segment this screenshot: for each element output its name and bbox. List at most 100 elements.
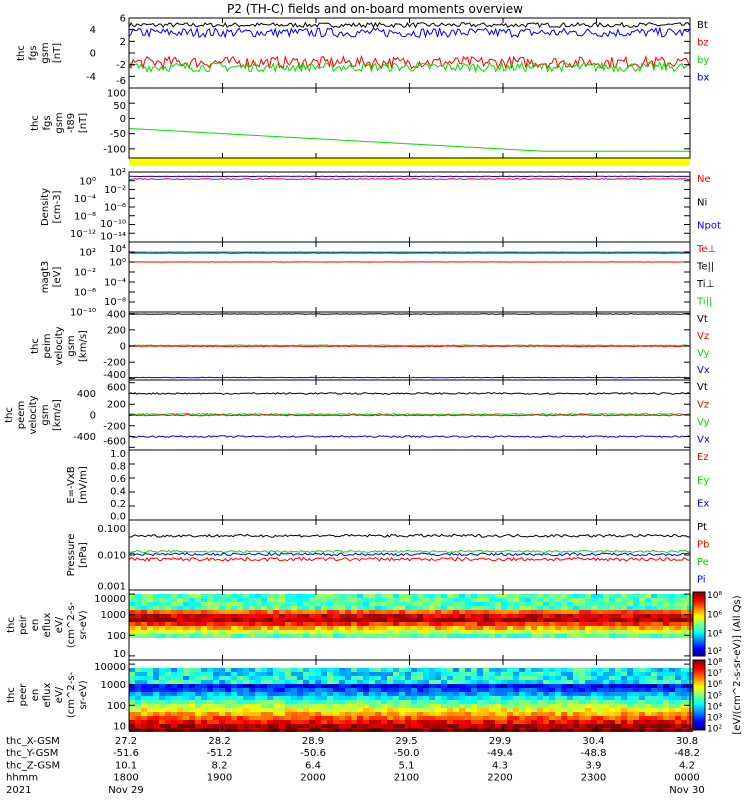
- spectrogram-cell: [681, 594, 687, 598]
- spectrogram-cell: [633, 614, 639, 618]
- spectrogram-cell: [165, 622, 171, 626]
- spectrogram-cell: [213, 668, 219, 672]
- panel-frame: [128, 171, 691, 243]
- spectrogram-cell: [501, 610, 507, 614]
- y-tick-label: 600: [107, 382, 126, 393]
- spectrogram-cell: [483, 618, 489, 622]
- spectrogram-cell: [279, 704, 285, 708]
- spectrogram-cell: [657, 614, 663, 618]
- spectrogram-cell: [591, 676, 597, 680]
- spectrogram-cell: [147, 614, 153, 618]
- spectrogram-cell: [471, 720, 477, 724]
- spectrogram-cell: [651, 614, 657, 618]
- spectrogram-cell: [147, 712, 153, 716]
- spectrogram-cell: [459, 594, 465, 598]
- spectrogram-cell: [501, 598, 507, 602]
- spectrogram-cell: [543, 684, 549, 688]
- spectrogram-cell: [531, 614, 537, 618]
- spectrogram-cell: [339, 668, 345, 672]
- spectrogram-cell: [513, 724, 519, 728]
- y-tick-label: 0.0: [110, 511, 126, 522]
- spectrogram-cell: [549, 684, 555, 688]
- colorbar-cell: [693, 652, 705, 654]
- spectrogram-cell: [471, 618, 477, 622]
- spectrogram-cell: [495, 684, 501, 688]
- colorbar-cell: [693, 704, 705, 706]
- spectrogram-cell: [591, 630, 597, 634]
- spectrogram-cell: [147, 676, 153, 680]
- spectrogram-cell: [315, 700, 321, 704]
- spectrogram-cell: [465, 602, 471, 606]
- spectrogram-cell: [207, 610, 213, 614]
- spectrogram-cell: [675, 724, 681, 728]
- spectrogram-cell: [567, 708, 573, 712]
- spectrogram-cell: [249, 614, 255, 618]
- spectrogram-cell: [633, 622, 639, 626]
- y-tick-label: 50: [113, 101, 126, 112]
- spectrogram-cell: [645, 594, 651, 598]
- spectrogram-cell: [507, 724, 513, 728]
- spectrogram-cell: [327, 594, 333, 598]
- spectrogram-cell: [477, 606, 483, 610]
- spectrogram-cell: [675, 594, 681, 598]
- spectrogram-cell: [219, 672, 225, 676]
- spectrogram-cell: [567, 626, 573, 630]
- spectrogram-cell: [327, 712, 333, 716]
- spectrogram-cell: [477, 618, 483, 622]
- colorbar-cell: [693, 593, 705, 595]
- spectrogram-cell: [537, 626, 543, 630]
- spectrogram-cell: [417, 594, 423, 598]
- spectrogram-cell: [681, 598, 687, 602]
- spectrogram-cell: [543, 634, 549, 638]
- spectrogram-cell: [621, 634, 627, 638]
- spectrogram-cell: [267, 598, 273, 602]
- spectrogram-cell: [459, 720, 465, 724]
- spectrogram-cell: [351, 720, 357, 724]
- spectrogram-cell: [387, 622, 393, 626]
- spectrogram-cell: [615, 712, 621, 716]
- series-line: [128, 435, 691, 438]
- spectrogram-cell: [489, 614, 495, 618]
- spectrogram-cell: [501, 614, 507, 618]
- spectrogram-cell: [621, 618, 627, 622]
- spectrogram-cell: [429, 634, 435, 638]
- spectrogram-cell: [417, 692, 423, 696]
- spectrogram-cell: [183, 622, 189, 626]
- spectrogram-cell: [489, 692, 495, 696]
- y-axis-label: peir: [18, 614, 29, 634]
- spectrogram-cell: [489, 676, 495, 680]
- y-tick-label: 0.001: [97, 581, 126, 592]
- spectrogram-cell: [477, 622, 483, 626]
- colorbar-cell: [693, 646, 705, 648]
- spectrogram-cell: [435, 610, 441, 614]
- spectrogram-cell: [675, 598, 681, 602]
- spectrogram-cell: [579, 618, 585, 622]
- spectrogram-cell: [339, 618, 345, 622]
- spectrogram-cell: [669, 668, 675, 672]
- spectrogram-cell: [393, 692, 399, 696]
- spectrogram-cell: [393, 610, 399, 614]
- spectrogram-cell: [495, 672, 501, 676]
- spectrogram-cell: [441, 594, 447, 598]
- spectrogram-cell: [573, 598, 579, 602]
- spectrogram-cell: [219, 676, 225, 680]
- spectrogram-cell: [465, 700, 471, 704]
- spectrogram-cell: [465, 704, 471, 708]
- spectrogram-cell: [573, 614, 579, 618]
- colorbar-cell: [693, 715, 705, 717]
- spectrogram-cell: [393, 602, 399, 606]
- spectrogram-cell: [519, 606, 525, 610]
- spectrogram-cell: [327, 696, 333, 700]
- spectrogram-cell: [525, 606, 531, 610]
- spectrogram-cell: [261, 634, 267, 638]
- spectrogram-cell: [483, 594, 489, 598]
- spectrogram-cell: [135, 614, 141, 618]
- spectrogram-cell: [285, 618, 291, 622]
- spectrogram-cell: [615, 630, 621, 634]
- spectrogram-cell: [315, 614, 321, 618]
- colorbar-cell: [693, 609, 705, 611]
- spectrogram-cell: [357, 602, 363, 606]
- spectrogram-cell: [381, 692, 387, 696]
- spectrogram-cell: [219, 684, 225, 688]
- spectrogram-cell: [537, 606, 543, 610]
